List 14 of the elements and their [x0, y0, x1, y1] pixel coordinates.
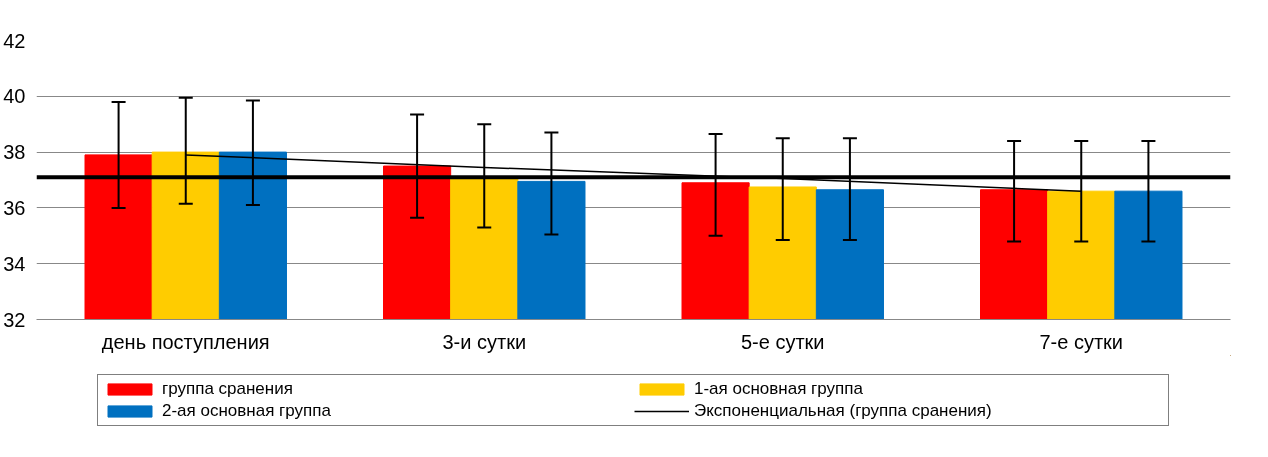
legend-label: группа сранения	[162, 379, 294, 399]
x-tick-label: 3-и сутки	[442, 330, 527, 353]
legend-label: 1-ая основная группа	[694, 379, 864, 399]
legend-label: Экспоненциальная (группа сранения)	[694, 401, 993, 421]
y-tick-label: 32	[3, 308, 26, 331]
x-tick-label: 5-е сутки	[740, 330, 825, 353]
legend-label: 2-ая основная группа	[162, 401, 332, 421]
y-tick-label: 38	[3, 141, 26, 164]
y-tick-label: 36	[3, 196, 26, 219]
y-tick-label: 42	[3, 29, 26, 52]
y-tick-label: 40	[3, 85, 26, 108]
x-tick-label: день поступления	[101, 330, 270, 353]
y-tick-label: 34	[3, 252, 26, 275]
x-tick-label: 7-е сутки	[1039, 330, 1124, 353]
